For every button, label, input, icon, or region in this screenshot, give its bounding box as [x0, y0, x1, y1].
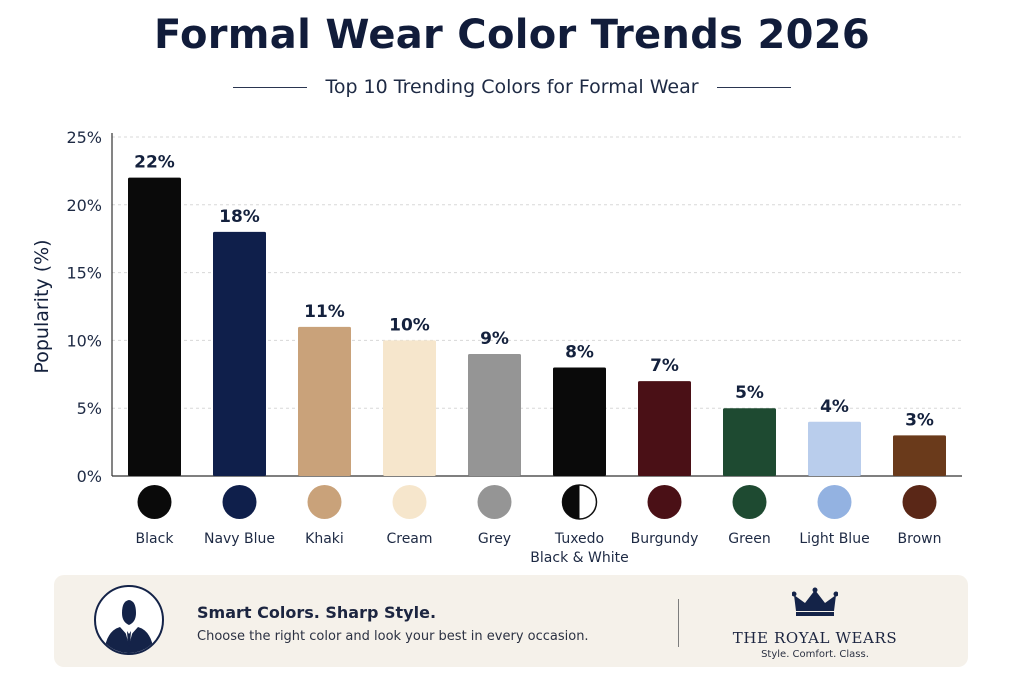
y-tick-label: 5% — [77, 399, 102, 418]
x-tick-label: Brown — [898, 531, 942, 547]
x-tick-label: Green — [728, 531, 770, 547]
swatch — [477, 485, 512, 519]
y-tick-label: 0% — [77, 467, 102, 486]
bar-value-label: 22% — [134, 153, 175, 173]
x-tick-label: Cream — [386, 531, 432, 547]
bar — [383, 340, 436, 476]
bar-value-label: 4% — [820, 397, 849, 417]
bar — [893, 435, 946, 476]
x-tick-label: Black — [136, 531, 175, 547]
bar-value-label: 7% — [650, 356, 679, 376]
swatch — [392, 485, 427, 519]
brand-tagline: Style. Comfort. Class. — [761, 649, 869, 660]
y-tick-label: 10% — [66, 331, 102, 350]
bar — [553, 367, 606, 476]
footer-headline: Smart Colors. Sharp Style. — [197, 603, 437, 622]
footer-divider — [678, 599, 679, 647]
x-tick-label: Light Blue — [799, 531, 869, 547]
bar — [723, 408, 776, 476]
chart-title: Formal Wear Color Trends 2026 — [154, 12, 870, 58]
x-tick-label: Burgundy — [631, 531, 699, 547]
swatch — [647, 485, 682, 519]
bar-value-label: 8% — [565, 343, 594, 363]
bar-value-label: 3% — [905, 410, 934, 430]
suited-man-icon — [94, 585, 164, 655]
y-tick-label: 15% — [66, 264, 102, 283]
x-tick-label: Navy Blue — [204, 531, 275, 547]
subtitle-rule-left — [233, 86, 308, 88]
x-tick-label: Tuxedo — [554, 531, 604, 547]
subtitle-rule-right — [716, 86, 791, 88]
bar — [298, 326, 351, 476]
bar-chart: 0% 5% 10% 15% 20% 25% Popularity (%) 22% Black 18… — [31, 128, 962, 566]
bar — [468, 353, 521, 476]
chart-subtitle: Top 10 Trending Colors for Formal Wear — [325, 76, 699, 98]
swatch — [222, 485, 257, 519]
swatch — [902, 485, 937, 519]
x-tick-label: Khaki — [305, 531, 344, 547]
bar — [808, 421, 861, 476]
swatch — [307, 485, 342, 519]
swatch — [732, 485, 767, 519]
brand-name: THE ROYAL WEARS — [732, 629, 898, 647]
bar-value-label: 11% — [304, 302, 345, 322]
bar — [638, 381, 691, 476]
swatch-tuxedo-black-half — [562, 485, 580, 519]
y-axis-title: Popularity (%) — [31, 239, 53, 373]
x-tick-label: Black & White — [530, 550, 628, 566]
swatch — [137, 485, 172, 519]
y-tick-label: 25% — [66, 128, 102, 147]
y-tick-label: 20% — [66, 196, 102, 215]
bar — [128, 177, 181, 476]
x-tick-label: Grey — [478, 531, 511, 547]
footer-banner: Smart Colors. Sharp Style. Choose the ri… — [54, 575, 968, 667]
footer-text: Choose the right color and look your bes… — [197, 629, 589, 644]
bar-value-label: 10% — [389, 315, 430, 335]
chart-subtitle-row: Top 10 Trending Colors for Formal Wear — [0, 76, 1024, 98]
bar-value-label: 5% — [735, 383, 764, 403]
crown-icon — [791, 587, 839, 617]
swatch — [817, 485, 852, 519]
bar-value-label: 18% — [219, 207, 260, 227]
bar-value-label: 9% — [480, 329, 509, 349]
bar — [213, 231, 266, 476]
